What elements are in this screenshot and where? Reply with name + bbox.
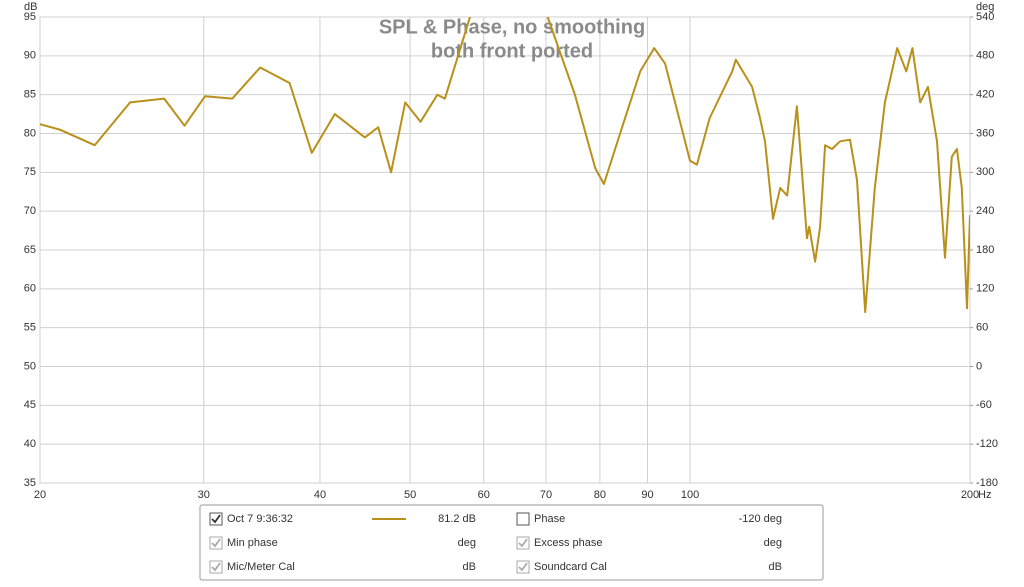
y-tick-label: 55 — [24, 322, 36, 334]
checkbox — [209, 560, 223, 574]
legend-label: Excess phase — [534, 537, 602, 549]
y-tick-label: 80 — [24, 127, 36, 139]
chart-subtitle: both front ported — [431, 40, 593, 62]
y2-tick-label: 360 — [976, 127, 994, 139]
x-tick-label: 40 — [314, 489, 326, 501]
y-tick-label: 45 — [24, 399, 36, 411]
y2-tick-label: 240 — [976, 205, 994, 217]
legend-value: dB — [769, 561, 782, 573]
checkmark — [211, 514, 221, 524]
x-tick-label: 30 — [198, 489, 210, 501]
y-tick-label: 65 — [24, 244, 36, 256]
y2-tick-label: -120 — [976, 438, 998, 450]
y-tick-label: 85 — [24, 89, 36, 101]
grid — [39, 16, 971, 484]
checkbox — [516, 560, 530, 574]
checkmark — [518, 538, 528, 548]
chart-title: SPL & Phase, no smoothing — [379, 16, 645, 38]
y-tick-label: 35 — [24, 477, 36, 489]
checkmark — [518, 562, 528, 572]
y2-axis-label: deg — [976, 1, 994, 13]
checkmark — [211, 562, 221, 572]
y-tick-label: 90 — [24, 50, 36, 62]
x-tick-label: 70 — [540, 489, 552, 501]
legend-label: Oct 7 9:36:32 — [227, 513, 293, 525]
x-tick-label: 20 — [34, 489, 46, 501]
legend-value: dB — [463, 561, 476, 573]
x-tick-label: 100 — [681, 489, 699, 501]
legend-label: Phase — [534, 513, 565, 525]
x-unit-label: Hz — [978, 489, 991, 501]
checkmark — [211, 538, 221, 548]
y2-tick-label: 480 — [976, 50, 994, 62]
x-tick-label: 200 — [961, 489, 979, 501]
y2-tick-label: -60 — [976, 399, 992, 411]
y-tick-label: 40 — [24, 438, 36, 450]
y2-tick-label: 60 — [976, 322, 988, 334]
checkbox[interactable] — [516, 512, 530, 526]
x-tick-label: 90 — [641, 489, 653, 501]
y-tick-label: 75 — [24, 166, 36, 178]
y-tick-label: 50 — [24, 360, 36, 372]
legend-panel — [199, 504, 824, 581]
data-line — [40, 17, 970, 314]
y-tick-label: 95 — [24, 11, 36, 23]
y2-tick-label: 420 — [976, 89, 994, 101]
y2-tick-label: 180 — [976, 244, 994, 256]
x-tick-label: 60 — [478, 489, 490, 501]
y2-tick-label: 120 — [976, 283, 994, 295]
y2-tick-label: 300 — [976, 166, 994, 178]
checkbox — [516, 536, 530, 550]
y-tick-label: 60 — [24, 283, 36, 295]
legend-label: Soundcard Cal — [534, 561, 607, 573]
checkbox[interactable] — [209, 512, 223, 526]
legend-value: 81.2 dB — [438, 513, 476, 525]
legend-value: -120 deg — [739, 513, 782, 525]
y2-tick-label: -180 — [976, 477, 998, 489]
legend-value: deg — [764, 537, 782, 549]
y2-tick-label: 540 — [976, 11, 994, 23]
y2-tick-label: 0 — [976, 360, 982, 372]
checkbox — [209, 536, 223, 550]
legend-label: Mic/Meter Cal — [227, 561, 295, 573]
legend: Oct 7 9:36:32 81.2 dB Phase -120 deg Min pha… — [209, 512, 782, 574]
y-axis-label: dB — [24, 1, 37, 13]
y-tick-label: 70 — [24, 205, 36, 217]
legend-label: Min phase — [227, 537, 278, 549]
legend-value: deg — [458, 537, 476, 549]
x-tick-label: 80 — [594, 489, 606, 501]
x-tick-label: 50 — [404, 489, 416, 501]
